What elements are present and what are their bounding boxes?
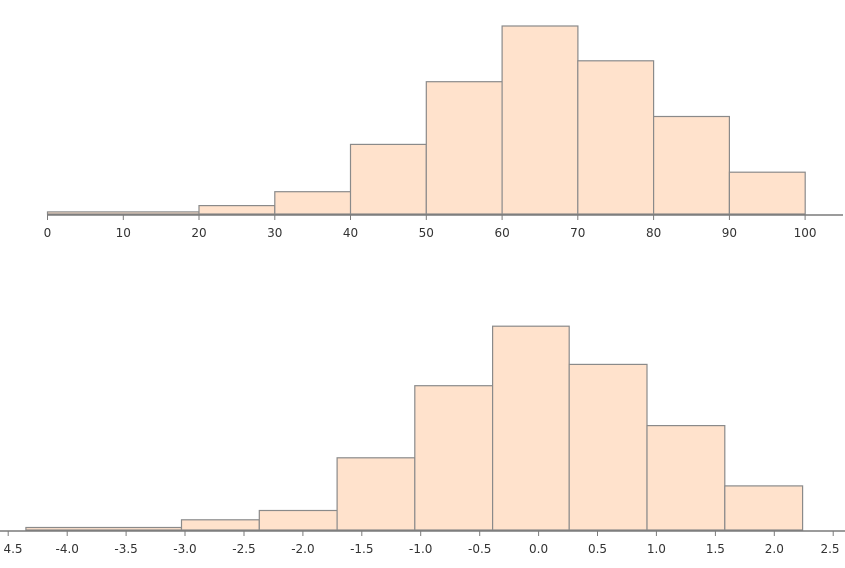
histogram-bar-2 — [274, 191, 352, 215]
histogram-bar-0 — [46, 211, 200, 215]
top-histogram: 0 10 20 30 40 50 60 70 80 90 100 — [44, 25, 843, 240]
x-tick-label: 40 — [343, 226, 358, 240]
histogram-bar-3 — [336, 457, 416, 531]
histogram-bar-0 — [25, 526, 183, 531]
x-tick-label: 80 — [646, 226, 661, 240]
x-tick-label: 1.5 — [706, 542, 725, 556]
x-tick-label: 2.0 — [765, 542, 784, 556]
x-tick-label: -3.0 — [173, 542, 196, 556]
histogram-bar-2 — [258, 509, 338, 531]
histogram-bar-8 — [728, 171, 806, 215]
bottom-histogram: 4.5 -4.0 -3.5 -3.0 -2.5 -2.0 -1.5 -1.0 -0.5 0.0 0.… — [0, 325, 845, 556]
x-tick-label: -1.5 — [350, 542, 373, 556]
histogram-bar-4 — [414, 385, 494, 531]
histogram-bar-1 — [180, 519, 260, 531]
x-tick-label: 1.0 — [647, 542, 666, 556]
x-tick-label: 0.5 — [588, 542, 607, 556]
x-tick-label: 90 — [722, 226, 737, 240]
histogram-bar-7 — [652, 115, 730, 215]
x-tick-label: -1.0 — [409, 542, 432, 556]
histogram-bar-5 — [492, 325, 570, 531]
x-tick-label: 2.5 — [820, 542, 839, 556]
x-tick-label: 30 — [267, 226, 282, 240]
x-tick-label: -2.0 — [291, 542, 314, 556]
x-tick-label: 0.0 — [529, 542, 548, 556]
x-tick-label: -2.5 — [232, 542, 255, 556]
x-tick-label: 0 — [44, 226, 52, 240]
x-tick-label: 70 — [570, 226, 585, 240]
x-tick-label: 50 — [419, 226, 434, 240]
histogram-bar-5 — [501, 25, 579, 215]
x-tick-label: 20 — [191, 226, 206, 240]
histogram-bar-6 — [568, 363, 648, 531]
histogram-bar-8 — [724, 485, 804, 531]
histogram-bar-3 — [349, 143, 427, 215]
x-tick-label: -3.5 — [114, 542, 137, 556]
x-tick-label: -0.5 — [468, 542, 491, 556]
x-tick-label: -4.0 — [55, 542, 78, 556]
x-tick-label: 4.5 — [3, 542, 22, 556]
histogram-bar-6 — [577, 60, 655, 215]
histogram-bar-4 — [425, 81, 503, 215]
x-tick-label: 10 — [116, 226, 131, 240]
x-tick-label: 60 — [494, 226, 509, 240]
x-tick-label: 100 — [794, 226, 817, 240]
histogram-bar-1 — [198, 205, 276, 215]
histogram-bar-7 — [646, 425, 726, 531]
